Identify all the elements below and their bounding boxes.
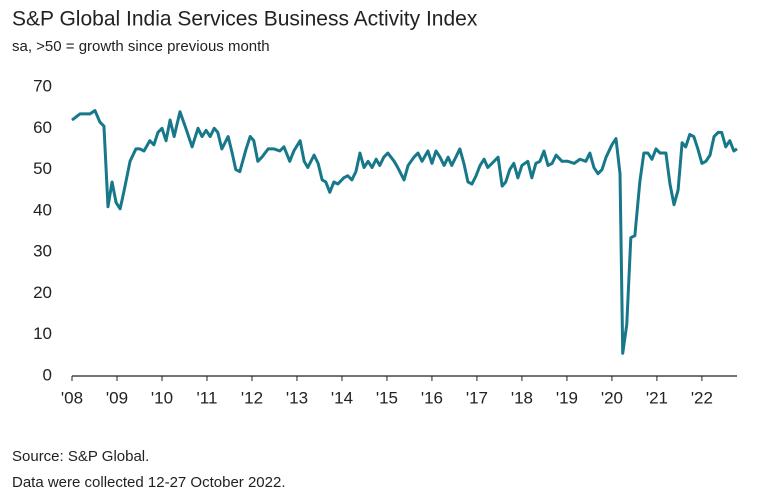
x-tick-label: '18 <box>511 388 533 407</box>
data-line <box>71 109 738 355</box>
x-tick-label: '13 <box>286 388 308 407</box>
x-tick-label: '09 <box>106 388 128 407</box>
y-tick-label: 10 <box>33 324 52 343</box>
y-tick-label: 40 <box>33 200 52 219</box>
x-tick-label: '16 <box>421 388 443 407</box>
footnote: Data were collected 12-27 October 2022. <box>12 474 286 491</box>
chart-title: S&P Global India Services Business Activ… <box>12 8 478 31</box>
footnote: Source: S&P Global. <box>12 448 149 465</box>
x-tick-label: '17 <box>466 388 488 407</box>
y-tick-label: 0 <box>43 365 52 384</box>
x-tick-label: '21 <box>646 388 668 407</box>
y-tick-label: 50 <box>33 159 52 178</box>
x-tick-label: '11 <box>197 388 218 407</box>
x-tick-label: '14 <box>331 388 353 407</box>
x-tick-label: '15 <box>376 388 398 407</box>
x-tick-label: '08 <box>61 388 83 407</box>
x-tick-label: '22 <box>691 388 713 407</box>
chart-subtitle: sa, >50 = growth since previous month <box>12 38 270 55</box>
x-tick-label: '10 <box>151 388 173 407</box>
x-tick-label: '20 <box>601 388 623 407</box>
y-tick-label: 30 <box>33 242 52 261</box>
x-tick-label: '19 <box>556 388 578 407</box>
y-tick-label: 60 <box>33 118 52 137</box>
y-tick-label: 20 <box>33 283 52 302</box>
x-tick-label: '12 <box>241 388 263 407</box>
y-tick-label: 70 <box>33 76 52 95</box>
